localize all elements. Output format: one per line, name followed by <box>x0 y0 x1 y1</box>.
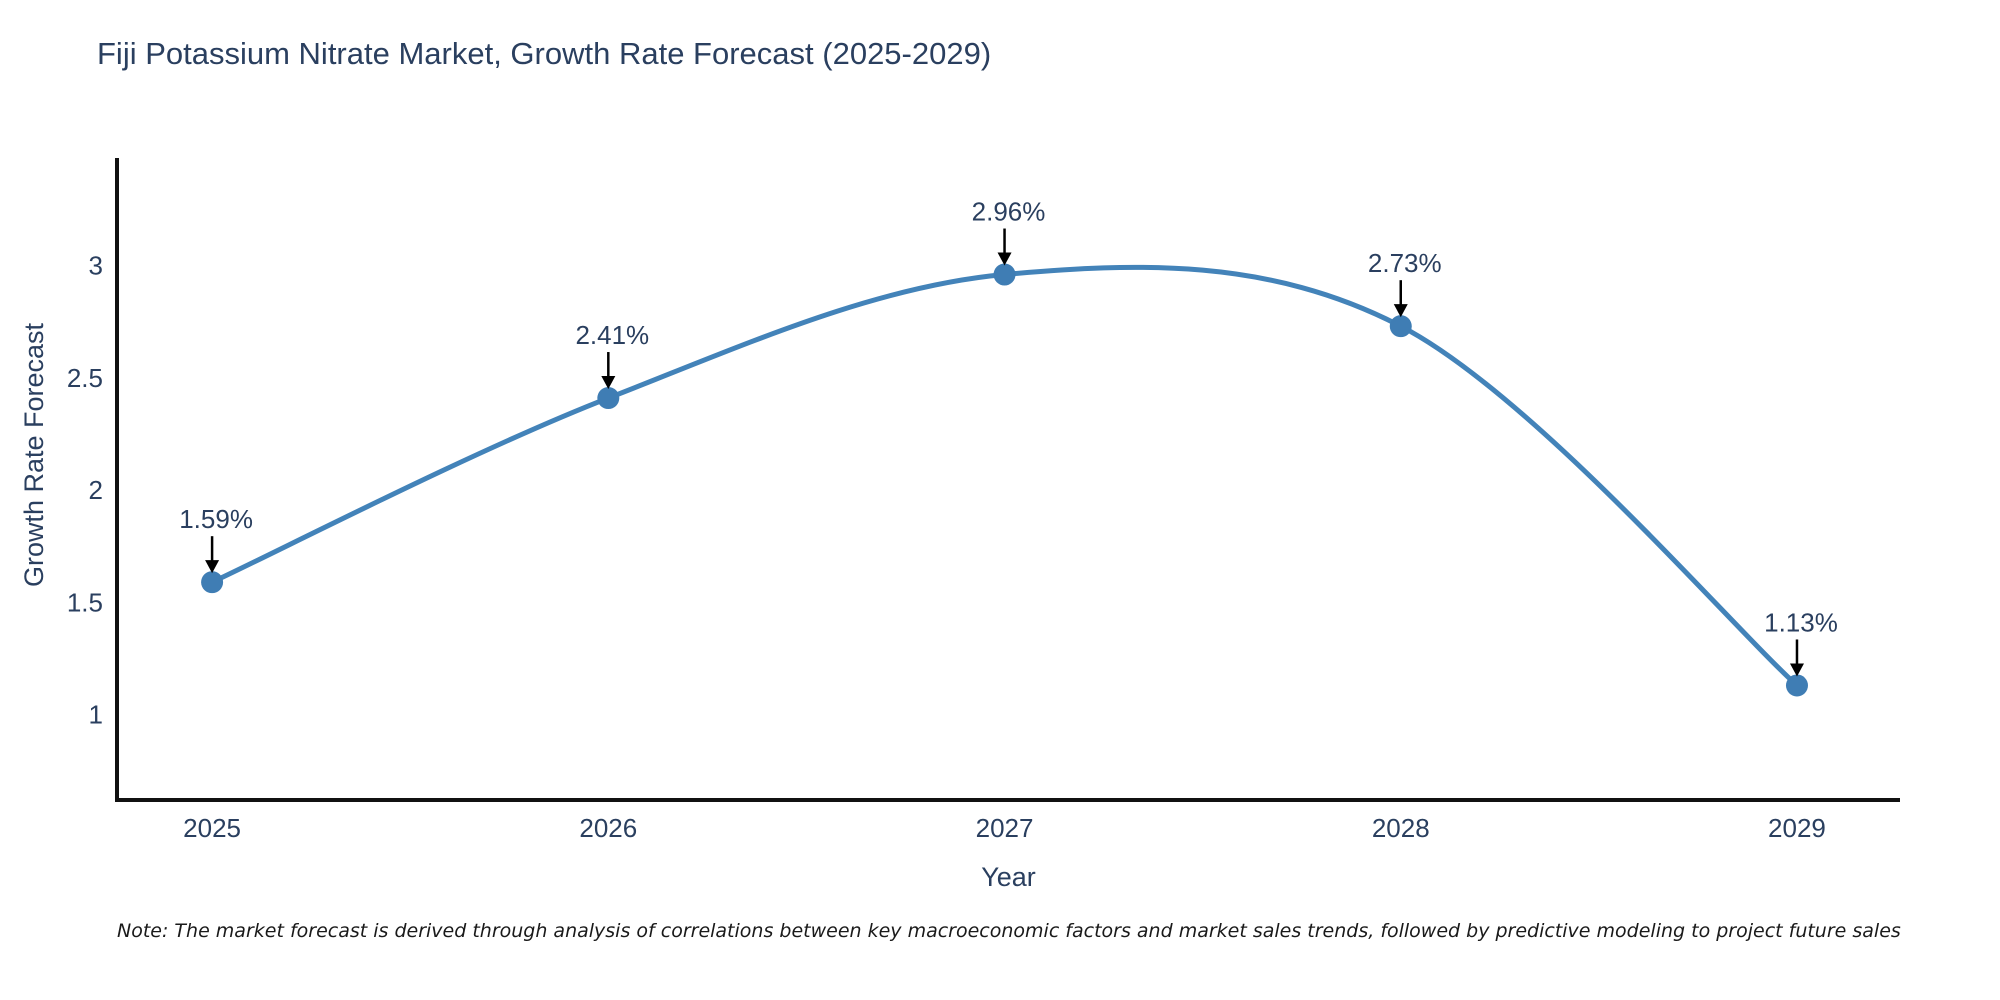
y-tick-label: 1 <box>89 700 103 730</box>
data-point-marker[interactable] <box>597 387 620 410</box>
x-axis-title: Year <box>981 862 1036 892</box>
data-point-marker[interactable] <box>993 263 1016 286</box>
y-axis-title: Growth Rate Forecast <box>19 322 49 587</box>
y-tick-label: 2.5 <box>67 363 103 393</box>
annotation-arrowhead-icon <box>1393 304 1408 318</box>
footnote: Note: The market forecast is derived thr… <box>117 920 1901 942</box>
annotation-arrowhead-icon <box>205 560 220 574</box>
annotation-arrowhead-icon <box>601 376 616 390</box>
data-point-label: 2.73% <box>1368 248 1442 278</box>
y-tick-label: 2 <box>89 475 103 505</box>
data-point-label: 2.96% <box>972 197 1046 227</box>
x-tick-label: 2026 <box>579 813 637 843</box>
data-point-label: 1.59% <box>179 504 253 534</box>
data-point-marker[interactable] <box>1785 674 1808 697</box>
x-tick-label: 2029 <box>1768 813 1826 843</box>
x-tick-label: 2025 <box>183 813 241 843</box>
chart-title: Fiji Potassium Nitrate Market, Growth Ra… <box>97 36 992 71</box>
data-point-marker[interactable] <box>1389 315 1412 338</box>
annotation-arrowhead-icon <box>997 252 1012 266</box>
annotation-arrowhead-icon <box>1789 663 1804 677</box>
y-tick-label: 3 <box>89 251 103 281</box>
y-tick-label: 1.5 <box>67 587 103 617</box>
data-point-label: 1.13% <box>1764 607 1838 637</box>
x-tick-label: 2028 <box>1372 813 1430 843</box>
forecast-line <box>209 264 1800 688</box>
data-point-label: 2.41% <box>575 320 649 350</box>
x-tick-label: 2027 <box>976 813 1034 843</box>
data-point-marker[interactable] <box>201 571 224 594</box>
